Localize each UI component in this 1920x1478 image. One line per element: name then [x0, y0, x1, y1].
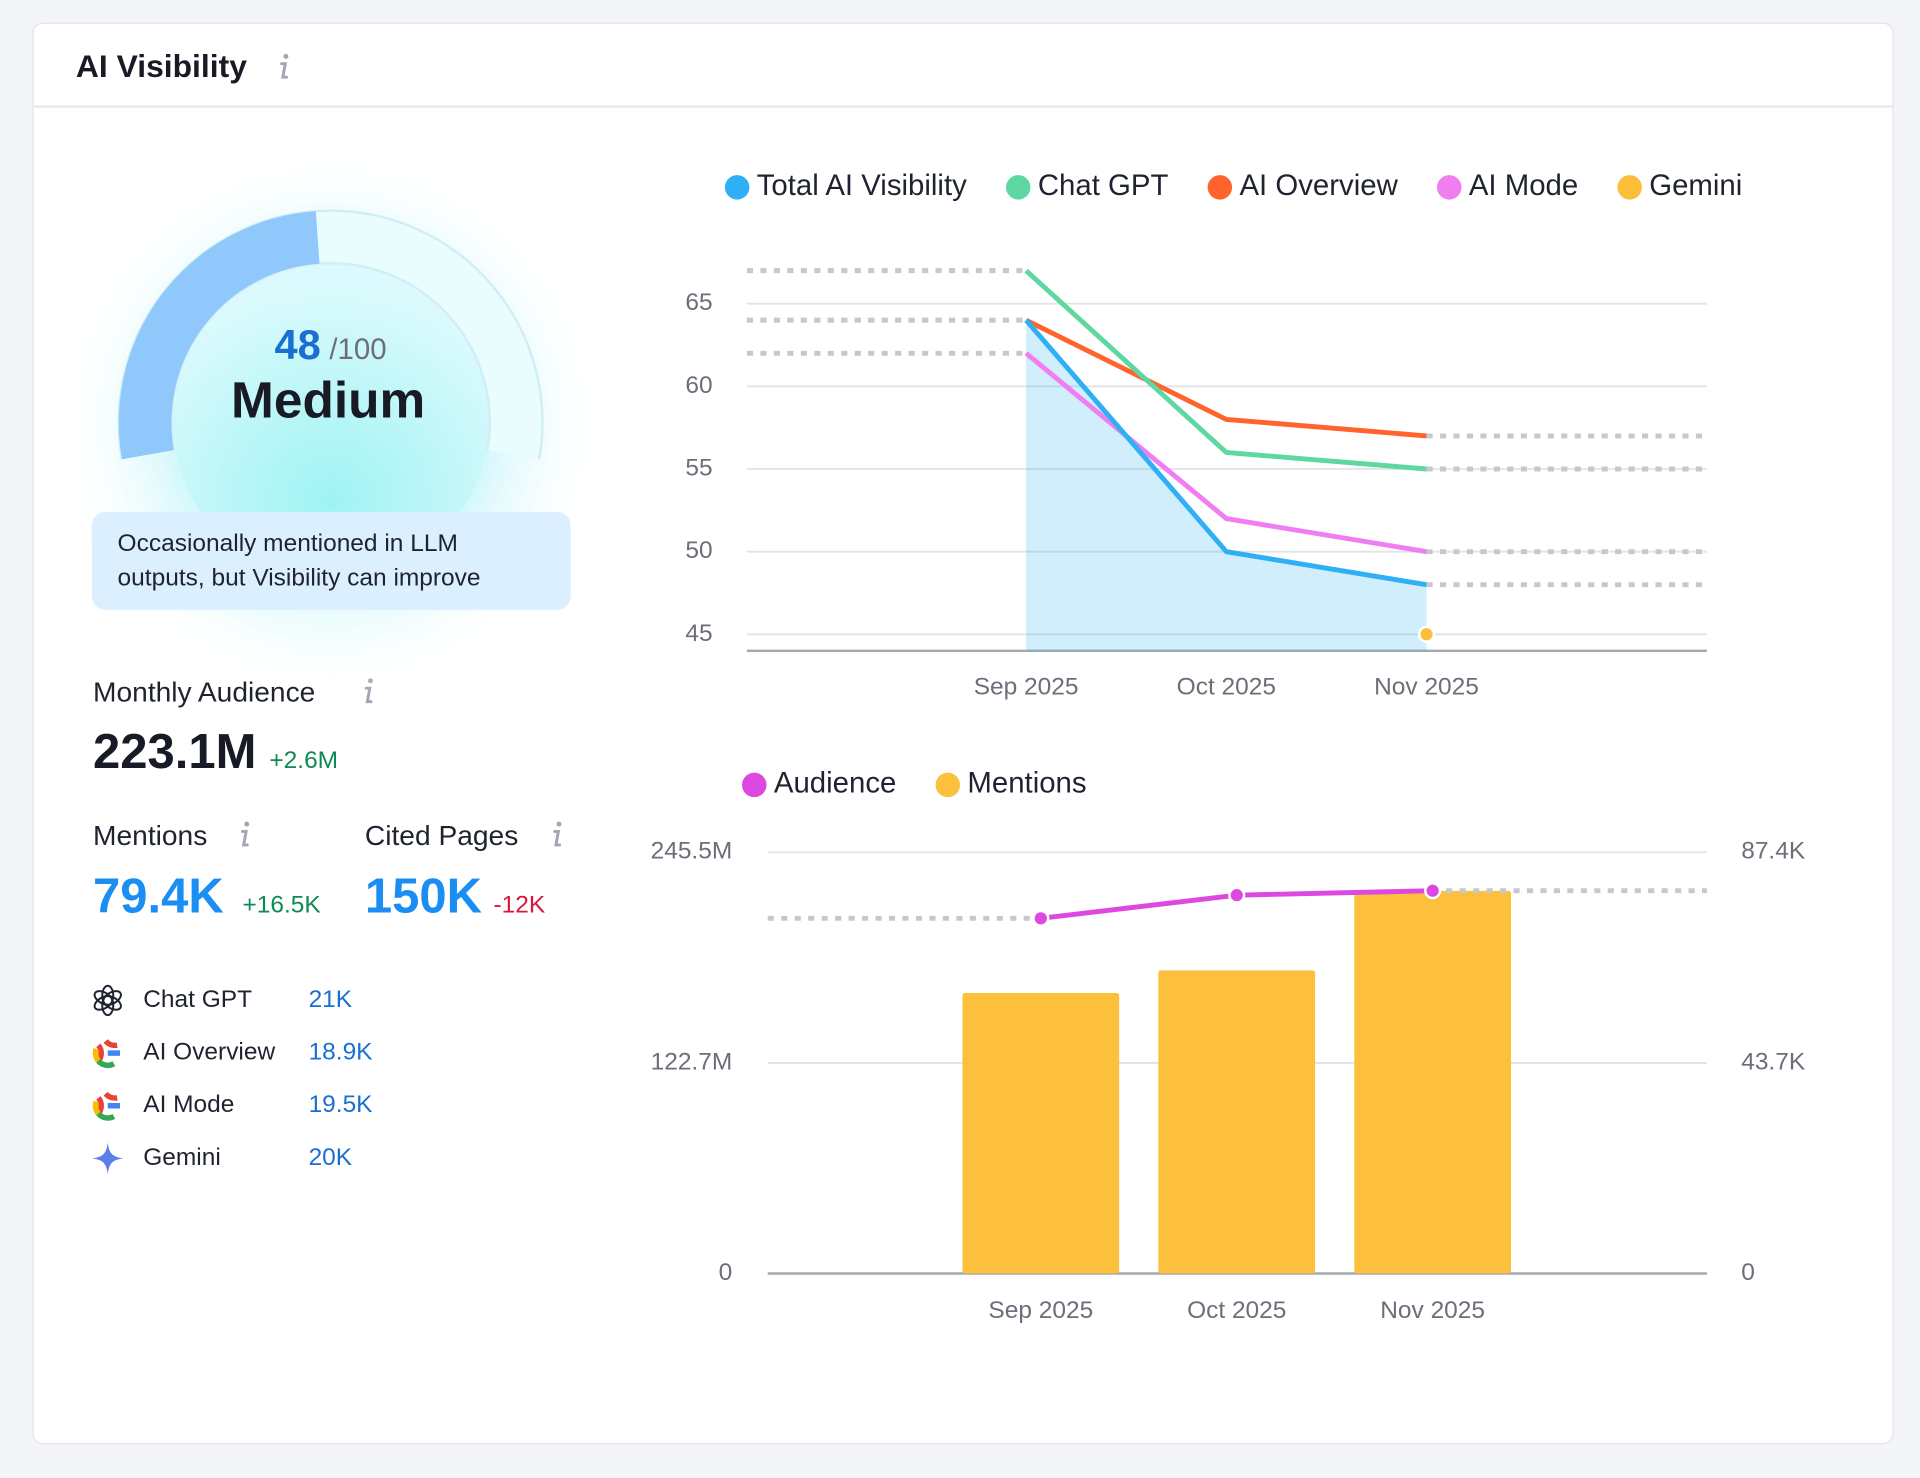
- stat-value: 79.4K: [93, 869, 224, 923]
- info-stem: [280, 62, 288, 79]
- gauge-fill: [118, 211, 321, 460]
- legend-label: Chat GPT: [1038, 169, 1169, 202]
- bar: [962, 992, 1120, 1274]
- source-icon: [91, 1142, 124, 1175]
- y2-tick-label: 0: [1741, 1259, 1755, 1286]
- point: [1417, 625, 1436, 643]
- source-icon: [92, 1039, 120, 1069]
- legend-label: AI Mode: [1469, 169, 1578, 202]
- description-box: [91, 511, 571, 610]
- gauge-inner: [172, 264, 489, 581]
- score-max: /100: [329, 333, 386, 366]
- info-stem: [240, 829, 249, 847]
- legend-dot: [742, 772, 767, 798]
- y-tick-label: 245.5M: [651, 838, 733, 865]
- source-name: AI Mode: [143, 1091, 234, 1118]
- x-tick-label: Nov 2025: [1380, 1297, 1485, 1324]
- y-tick-label: 0: [719, 1259, 733, 1286]
- source-value: 20K: [309, 1144, 353, 1171]
- x-tick-label: Sep 2025: [974, 674, 1079, 701]
- card-title: AI Visibility: [76, 48, 247, 84]
- x-tick-label: Oct 2025: [1177, 674, 1276, 701]
- source-name: Chat GPT: [143, 986, 252, 1013]
- legend-dot: [724, 175, 750, 200]
- source-icon: [93, 984, 122, 1017]
- bar: [1158, 970, 1316, 1274]
- stats: Monthly Audience 223.1M +2.6M Mentions 79.4K…: [91, 677, 546, 1175]
- legend-dot: [935, 772, 961, 798]
- g-arc: [92, 1100, 101, 1116]
- x-tick-label: Nov 2025: [1374, 674, 1479, 701]
- line: [1024, 318, 1427, 588]
- stat-change: +2.6M: [269, 747, 338, 774]
- line: [1025, 318, 1427, 439]
- description-text: Occasionally mentioned in LLM outputs, b…: [117, 530, 481, 592]
- visibility-chart: Total AI Visibility Chat GPT AI Overview AI…: [685, 169, 1742, 701]
- stat-label: Mentions: [93, 820, 207, 851]
- description: Occasionally mentioned in LLM outputs, b…: [117, 530, 481, 592]
- g-arc: [96, 1111, 116, 1121]
- line: [1024, 351, 1427, 555]
- score-value: 48: [275, 321, 321, 368]
- stat-label: Cited Pages: [365, 820, 518, 851]
- y2-tick-label: 87.4K: [1741, 838, 1806, 865]
- legend-label: Mentions: [967, 767, 1086, 800]
- y2-tick-label: 43.7K: [1741, 1048, 1806, 1075]
- stat-label: Monthly Audience: [93, 677, 315, 708]
- score-level: Medium: [231, 371, 425, 429]
- source-value: 19.5K: [309, 1091, 374, 1118]
- g-arc: [103, 1091, 118, 1101]
- stat-change: +16.5K: [242, 891, 321, 918]
- point: [1228, 886, 1246, 904]
- y-tick-label: 65: [685, 289, 712, 316]
- gemini-star: [91, 1142, 124, 1175]
- gpt-petal: [93, 990, 114, 1006]
- y-tick-label: 45: [685, 620, 712, 647]
- source-value: 21K: [309, 986, 353, 1013]
- y-tick-label: 50: [685, 537, 712, 564]
- stat-value: 150K: [365, 869, 482, 923]
- y-tick-label: 122.7M: [651, 1048, 733, 1075]
- g-arc: [103, 1039, 118, 1049]
- bar: [1354, 890, 1512, 1274]
- source-name: Gemini: [143, 1144, 221, 1171]
- legend-dot: [1436, 175, 1462, 200]
- source-name: AI Overview: [143, 1039, 275, 1066]
- audience-chart: Audience Mentions 0 122.7M 245.5M 0 43.7K 87.4K…: [651, 767, 1806, 1324]
- point: [1032, 909, 1050, 927]
- legend-label: Gemini: [1649, 169, 1742, 202]
- legend-label: Audience: [774, 767, 897, 800]
- source-value: 18.9K: [309, 1039, 374, 1066]
- info-icon: [553, 821, 562, 847]
- legend-dot: [1005, 175, 1031, 200]
- source-icon: [92, 1091, 120, 1121]
- info-icon: [280, 53, 289, 79]
- x-tick-label: Oct 2025: [1187, 1297, 1286, 1324]
- info-dot: [556, 821, 562, 827]
- info-stem: [553, 829, 562, 847]
- line: [1024, 268, 1427, 472]
- legend-dot: [1617, 175, 1642, 200]
- stat-change: -12K: [493, 891, 545, 918]
- legend-label: Total AI Visibility: [757, 169, 967, 202]
- info-dot: [244, 821, 250, 827]
- point: [1424, 882, 1442, 900]
- g-arc: [92, 1047, 101, 1063]
- gauge: 48/100 Medium Occasionally mentioned in LL…: [55, 146, 607, 698]
- legend-dot: [1207, 175, 1233, 200]
- stat-value: 223.1M: [93, 725, 256, 779]
- x-tick-label: Sep 2025: [988, 1297, 1093, 1324]
- y-tick-label: 55: [685, 454, 712, 481]
- info-icon: [240, 821, 250, 847]
- y-tick-label: 60: [685, 372, 712, 399]
- g-arc: [96, 1058, 116, 1069]
- legend-label: AI Overview: [1239, 169, 1398, 202]
- info-dot: [283, 53, 289, 59]
